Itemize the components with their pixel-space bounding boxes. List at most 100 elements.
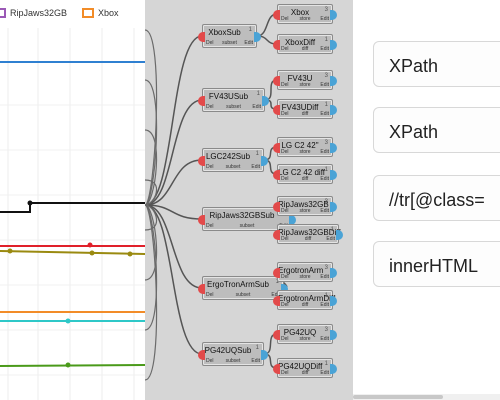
- diff-node[interactable]: XboxDiff 1 Del diff Edit: [273, 34, 337, 54]
- input-port[interactable]: [273, 105, 280, 115]
- input-port[interactable]: [198, 284, 205, 294]
- legend-item-ripjaws32gb[interactable]: RipJaws32GB: [0, 6, 67, 20]
- output-port[interactable]: [336, 230, 343, 240]
- store-node[interactable]: FV43U 3 Del store Edit: [273, 70, 337, 90]
- node-delete-button[interactable]: Del: [281, 82, 289, 88]
- diff-node[interactable]: LG C2 42 diff 1 Del diff Edit: [273, 164, 337, 184]
- output-port[interactable]: [330, 76, 337, 86]
- node-edit-button[interactable]: Edit: [251, 164, 260, 170]
- input-port[interactable]: [198, 215, 205, 225]
- input-port[interactable]: [273, 170, 280, 180]
- diff-node[interactable]: RipJaws32GBDiff 1 Del diff Edit: [273, 224, 343, 244]
- output-port[interactable]: [330, 143, 337, 153]
- selector-expression-field[interactable]: //tr[@class=: [373, 175, 500, 221]
- sub-node[interactable]: LGC242Sub 1 Del subset Edit: [198, 148, 268, 172]
- store-node[interactable]: Xbox 3 Del store Edit: [273, 4, 337, 24]
- input-port[interactable]: [273, 40, 280, 50]
- output-port[interactable]: [330, 170, 337, 180]
- node-edit-button[interactable]: Edit: [252, 104, 261, 110]
- selector-type-field-2[interactable]: XPath: [373, 107, 500, 153]
- output-port[interactable]: [330, 10, 337, 20]
- store-node[interactable]: ErgotronArm 3 Del store Edit: [273, 262, 337, 282]
- node-delete-button[interactable]: Del: [281, 176, 289, 182]
- node-edit-button[interactable]: Edit: [320, 274, 329, 280]
- sub-node[interactable]: ErgoTronArmSub 1 Del subset Edit: [198, 276, 288, 300]
- node-delete-button[interactable]: Del: [281, 302, 289, 308]
- node-delete-button[interactable]: Del: [281, 208, 289, 214]
- input-port[interactable]: [198, 156, 205, 166]
- output-port[interactable]: [281, 284, 288, 294]
- wire-trunk-4: [145, 204, 203, 289]
- node-delete-button[interactable]: Del: [206, 164, 214, 170]
- node-delete-button[interactable]: Del: [281, 149, 289, 155]
- input-port[interactable]: [273, 268, 280, 278]
- node-edit-button[interactable]: Edit: [320, 336, 329, 342]
- node-edit-button[interactable]: Edit: [320, 111, 329, 117]
- node-delete-button[interactable]: Del: [281, 370, 289, 376]
- output-port[interactable]: [254, 32, 261, 42]
- input-port[interactable]: [273, 10, 280, 20]
- node-delete-button[interactable]: Del: [281, 274, 289, 280]
- node-delete-button[interactable]: Del: [206, 40, 214, 46]
- node-edit-button[interactable]: Edit: [244, 40, 253, 46]
- node-canvas[interactable]: XboxSub 1 Del subset Edit FV43USub 1 Del subset E…: [145, 0, 353, 400]
- input-port[interactable]: [273, 202, 280, 212]
- store-node[interactable]: LG C2 42" 3 Del store Edit: [273, 137, 337, 157]
- input-port[interactable]: [273, 330, 280, 340]
- node-edit-button[interactable]: Edit: [320, 16, 329, 22]
- node-edit-button[interactable]: Edit: [320, 82, 329, 88]
- node-title: LG C2 42 diff: [278, 168, 325, 177]
- extract-attribute-field[interactable]: innerHTML: [373, 241, 500, 287]
- input-port[interactable]: [198, 96, 205, 106]
- sub-node[interactable]: PG42UQSub 1 Del subset Edit: [198, 342, 268, 366]
- output-port[interactable]: [330, 268, 337, 278]
- node-edit-button[interactable]: Edit: [320, 208, 329, 214]
- scrollbar-thumb[interactable]: [353, 395, 443, 399]
- node-delete-button[interactable]: Del: [281, 236, 289, 242]
- input-port[interactable]: [198, 32, 205, 42]
- selector-type-field[interactable]: XPath: [373, 41, 500, 87]
- output-port[interactable]: [289, 215, 296, 225]
- node-edit-button[interactable]: Edit: [271, 292, 280, 298]
- node-edit-button[interactable]: Edit: [320, 176, 329, 182]
- output-port[interactable]: [330, 105, 337, 115]
- diff-node[interactable]: FV43UDiff 1 Del diff Edit: [273, 99, 337, 119]
- output-port[interactable]: [330, 330, 337, 340]
- node-delete-button[interactable]: Del: [281, 336, 289, 342]
- node-delete-button[interactable]: Del: [281, 16, 289, 22]
- store-node[interactable]: PG42UQ 3 Del store Edit: [273, 324, 337, 344]
- output-port[interactable]: [330, 202, 337, 212]
- node-delete-button[interactable]: Del: [206, 358, 214, 364]
- sub-node[interactable]: FV43USub 1 Del subset Edit: [198, 88, 269, 112]
- store-node[interactable]: RipJaws32GB 3 Del store Edit: [273, 196, 337, 216]
- output-port[interactable]: [261, 156, 268, 166]
- node-edit-button[interactable]: Edit: [320, 370, 329, 376]
- node-delete-button[interactable]: Del: [206, 292, 214, 298]
- input-port[interactable]: [273, 230, 280, 240]
- node-edit-button[interactable]: Edit: [326, 236, 335, 242]
- input-port[interactable]: [198, 350, 205, 360]
- node-delete-button[interactable]: Del: [281, 46, 289, 52]
- diff-node[interactable]: ErgotronArmDiff 1 Del diff Edit: [273, 290, 337, 310]
- sub-node[interactable]: XboxSub 1 Del subset Edit: [198, 24, 261, 48]
- node-delete-button[interactable]: Del: [206, 104, 214, 110]
- node-count: 3: [324, 327, 328, 333]
- node-delete-button[interactable]: Del: [281, 111, 289, 117]
- output-port[interactable]: [330, 296, 337, 306]
- diff-node[interactable]: PG42UQDiff 1 Del diff Edit: [273, 358, 337, 378]
- output-port[interactable]: [330, 364, 337, 374]
- output-port[interactable]: [330, 40, 337, 50]
- horizontal-scrollbar[interactable]: [353, 394, 500, 400]
- output-port[interactable]: [262, 96, 269, 106]
- node-delete-button[interactable]: Del: [206, 223, 214, 229]
- legend-item-xbox[interactable]: Xbox: [82, 6, 119, 20]
- input-port[interactable]: [273, 143, 280, 153]
- node-edit-button[interactable]: Edit: [320, 302, 329, 308]
- output-port[interactable]: [261, 350, 268, 360]
- input-port[interactable]: [273, 76, 280, 86]
- input-port[interactable]: [273, 296, 280, 306]
- node-edit-button[interactable]: Edit: [320, 149, 329, 155]
- node-edit-button[interactable]: Edit: [320, 46, 329, 52]
- node-edit-button[interactable]: Edit: [251, 358, 260, 364]
- input-port[interactable]: [273, 364, 280, 374]
